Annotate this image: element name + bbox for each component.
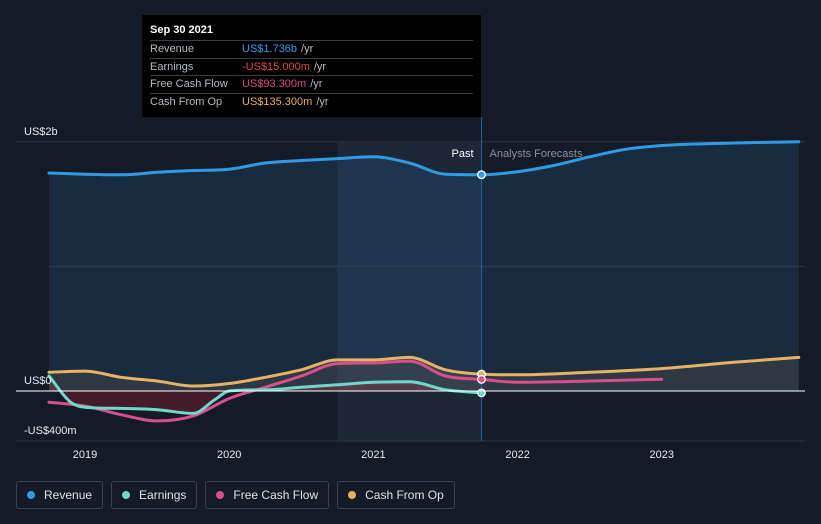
forecast-label: Analysts Forecasts bbox=[490, 148, 583, 160]
legend-item-free-cash-flow[interactable]: Free Cash Flow bbox=[205, 481, 330, 509]
legend-label: Cash From Op bbox=[365, 488, 444, 502]
tooltip-row-cash-from-op: Cash From Op US$135.300m /yr bbox=[150, 92, 473, 111]
tooltip-label: Earnings bbox=[150, 60, 194, 73]
legend-label: Earnings bbox=[139, 488, 187, 502]
free-cash-flow-marker[interactable] bbox=[477, 374, 486, 384]
legend-label: Free Cash Flow bbox=[233, 488, 319, 502]
tooltip-unit: /yr bbox=[316, 95, 329, 108]
revenue-area bbox=[49, 141, 799, 391]
earnings-marker[interactable] bbox=[477, 388, 486, 398]
x-tick-label: 2023 bbox=[650, 449, 674, 461]
tooltip-value: -US$15.000m bbox=[242, 60, 310, 73]
cash-from-op-line bbox=[47, 355, 801, 388]
tooltip-value: US$1.736b bbox=[242, 43, 298, 56]
cash-from-op-dot-icon bbox=[348, 491, 357, 499]
tooltip-date: Sep 30 2021 bbox=[150, 24, 213, 36]
tooltip-label: Cash From Op bbox=[150, 95, 223, 108]
tooltip-label: Revenue bbox=[150, 43, 195, 56]
tooltip-unit: /yr bbox=[310, 78, 323, 91]
earnings-dot-icon bbox=[122, 491, 131, 499]
earnings-loss-area bbox=[49, 376, 482, 414]
x-tick-label: 2020 bbox=[217, 449, 241, 461]
free-cash-flow-dot-icon bbox=[216, 491, 225, 499]
tooltip-row-revenue: Revenue US$1.736b /yr bbox=[150, 40, 473, 58]
y-tick-label: US$2b bbox=[24, 126, 58, 138]
tooltip-unit: /yr bbox=[301, 43, 314, 56]
tooltip-value: US$135.300m bbox=[242, 95, 313, 108]
tooltip: Sep 30 2021 Revenue US$1.736b /yr Earnin… bbox=[142, 15, 481, 117]
tooltip-label: Free Cash Flow bbox=[150, 78, 228, 91]
legend: Revenue Earnings Free Cash Flow Cash Fro… bbox=[16, 481, 455, 509]
revenue-dot-icon bbox=[27, 491, 35, 499]
legend-label: Revenue bbox=[44, 488, 93, 502]
x-tick-label: 2019 bbox=[73, 449, 97, 461]
tooltip-row-earnings: Earnings -US$15.000m /yr bbox=[150, 57, 473, 76]
revenue-marker[interactable] bbox=[477, 170, 486, 180]
free-cash-flow-line bbox=[47, 359, 664, 423]
legend-item-revenue[interactable]: Revenue bbox=[16, 481, 104, 509]
past-label: Past bbox=[452, 148, 474, 160]
y-tick-label: -US$400m bbox=[24, 425, 77, 437]
x-tick-label: 2022 bbox=[505, 449, 529, 461]
legend-item-earnings[interactable]: Earnings bbox=[111, 481, 198, 509]
legend-item-cash-from-op[interactable]: Cash From Op bbox=[337, 481, 455, 509]
tooltip-value: US$93.300m bbox=[242, 78, 307, 91]
tooltip-unit: /yr bbox=[313, 60, 327, 73]
y-tick-label: US$0 bbox=[24, 375, 52, 387]
tooltip-row-free-cash-flow: Free Cash Flow US$93.300m /yr bbox=[150, 75, 473, 93]
x-tick-label: 2021 bbox=[361, 449, 385, 461]
revenue-line bbox=[47, 140, 801, 177]
